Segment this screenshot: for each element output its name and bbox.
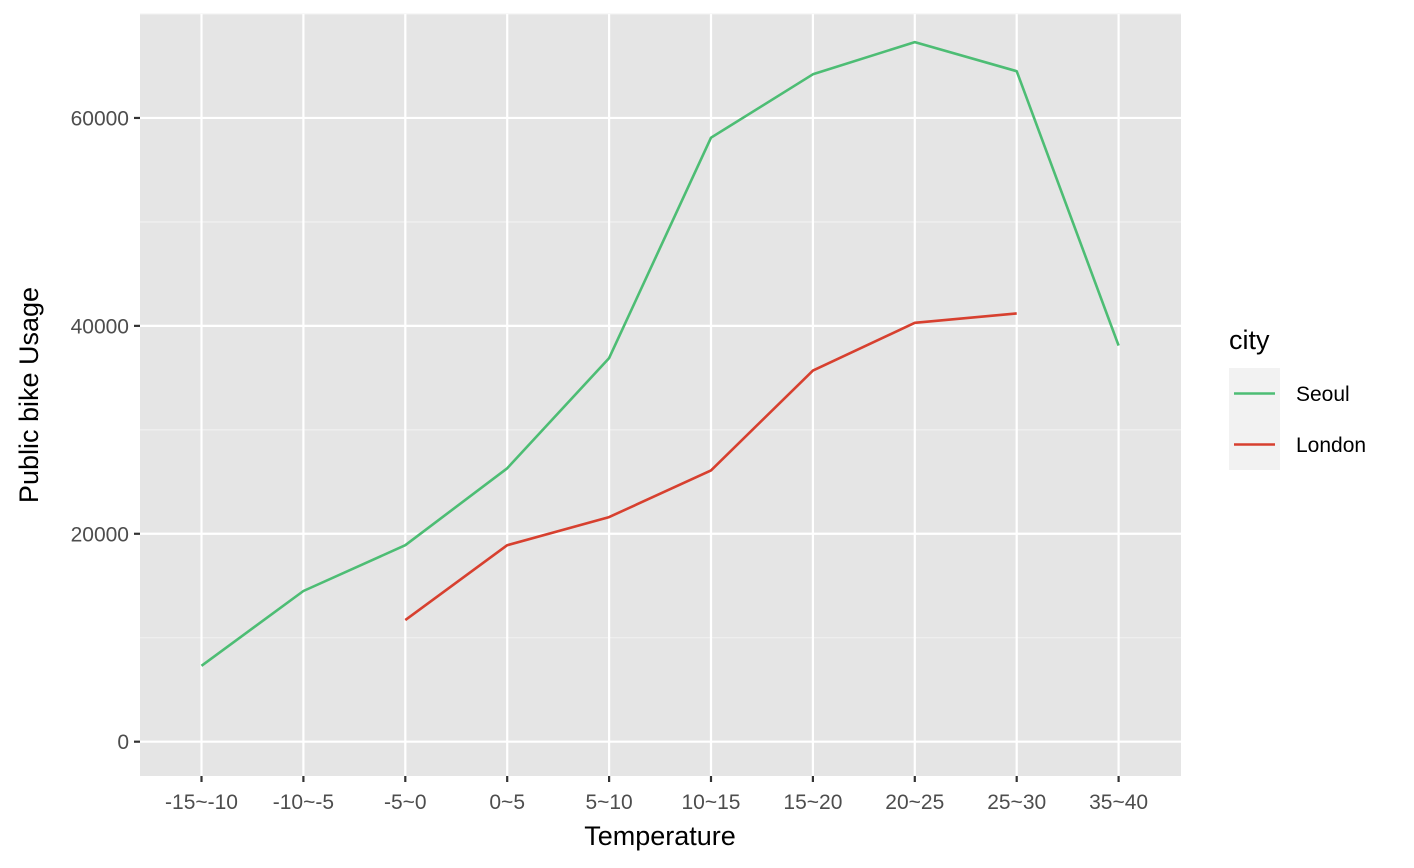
x-tick-label: 15~20 bbox=[783, 791, 842, 814]
x-axis-title: Temperature bbox=[584, 821, 736, 851]
y-tick-label: 60000 bbox=[71, 107, 129, 130]
y-tick-label: 20000 bbox=[71, 523, 129, 546]
plot-panel bbox=[140, 14, 1181, 776]
y-tick-label: 0 bbox=[117, 731, 129, 754]
x-tick-label: -5~0 bbox=[384, 791, 427, 814]
x-tick-label: 35~40 bbox=[1089, 791, 1148, 814]
legend-items: Seoul London bbox=[1229, 368, 1366, 470]
series-line-london bbox=[404, 312, 1017, 622]
x-tick-label: 5~10 bbox=[585, 791, 632, 814]
x-tick-label: 10~15 bbox=[682, 791, 741, 814]
series-line-seoul bbox=[200, 40, 1120, 667]
x-tick-label: 0~5 bbox=[489, 791, 525, 814]
x-tick-label: -10~-5 bbox=[273, 791, 334, 814]
x-tick-label: 20~25 bbox=[885, 791, 944, 814]
legend-label: Seoul bbox=[1296, 383, 1350, 406]
series-lines bbox=[200, 40, 1120, 667]
x-tick-label: 25~30 bbox=[987, 791, 1046, 814]
legend-title: city bbox=[1229, 325, 1270, 355]
x-axis: -15~-10 -10~-5 -5~0 0~5 5~10 10~15 15~20 20~25 2… bbox=[165, 776, 1148, 814]
legend: city Seoul London bbox=[1229, 325, 1366, 470]
legend-label: London bbox=[1296, 434, 1366, 457]
major-gridlines bbox=[140, 14, 1181, 776]
y-axis: 0 20000 40000 60000 bbox=[71, 107, 140, 754]
y-tick-label: 40000 bbox=[71, 315, 129, 338]
minor-gridlines bbox=[140, 13, 1181, 639]
y-axis-title: Public bike Usage bbox=[14, 287, 44, 503]
x-tick-label: -15~-10 bbox=[165, 791, 238, 814]
